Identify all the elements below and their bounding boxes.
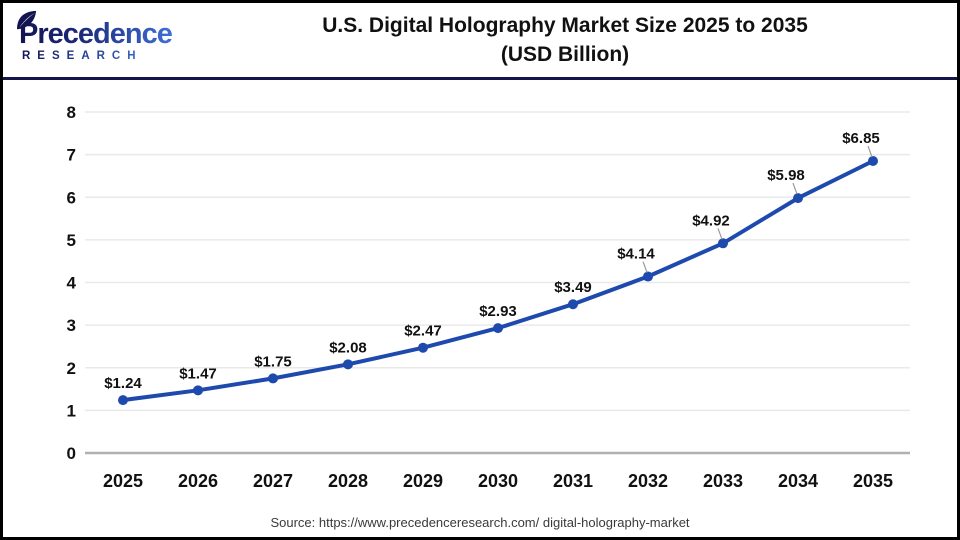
y-axis-tick-label: 0 <box>67 444 76 463</box>
data-point <box>418 342 428 353</box>
data-point <box>643 271 653 282</box>
x-axis-tick-label: 2035 <box>853 471 893 491</box>
y-axis-tick-label: 5 <box>67 231 76 250</box>
label-leader-line <box>792 182 798 195</box>
x-axis-tick-label: 2025 <box>103 471 143 491</box>
data-point <box>193 385 203 396</box>
x-axis-tick-label: 2034 <box>778 471 818 491</box>
x-axis-tick-label: 2026 <box>178 471 218 491</box>
x-axis-tick-label: 2027 <box>253 471 293 491</box>
precedence-research-logo: Precedence RESEARCH <box>3 10 173 62</box>
label-leader-line <box>642 261 648 273</box>
source-note: Source: https://www.precedenceresearch.c… <box>270 515 690 530</box>
data-point-label: $4.92 <box>692 212 730 229</box>
logo-brand-text: Precedence <box>19 17 173 50</box>
data-point <box>343 359 353 370</box>
data-point <box>793 193 803 204</box>
data-point-label: $1.24 <box>104 375 142 392</box>
data-point-label: $2.93 <box>479 303 517 320</box>
x-axis-tick-label: 2032 <box>628 471 668 491</box>
data-point-label: $1.47 <box>179 365 217 382</box>
line-chart: 0 1 2 3 4 5 6 7 8 2025 2026 2027 2028 2029 2030 2031 203… <box>67 103 910 491</box>
y-axis-tick-label: 7 <box>67 146 76 165</box>
y-axis-tick-label: 6 <box>67 188 76 207</box>
label-leader-line <box>717 228 723 240</box>
data-point-label: $2.08 <box>329 339 367 356</box>
logo-subtitle-text: RESEARCH <box>19 50 173 62</box>
y-axis-tick-label: 3 <box>67 316 76 335</box>
header: Precedence RESEARCH U.S. Digital Hologra… <box>3 3 957 80</box>
chart-title-line2: (USD Billion) <box>500 43 630 66</box>
data-point <box>718 238 728 249</box>
x-axis-tick-label: 2033 <box>703 471 743 491</box>
x-axis-tick-label: 2029 <box>403 471 443 491</box>
data-point-label: $1.75 <box>254 353 292 370</box>
data-point-label: $2.47 <box>404 323 442 340</box>
y-axis-tick-label: 4 <box>67 274 77 293</box>
data-point <box>118 395 128 406</box>
leaf-icon <box>17 10 37 29</box>
y-axis-tick-label: 8 <box>67 103 76 122</box>
data-point <box>868 156 878 167</box>
label-leader-line <box>867 145 873 158</box>
data-point <box>268 373 278 384</box>
data-point <box>493 323 503 334</box>
x-axis-tick-label: 2030 <box>478 471 518 491</box>
data-point-label: $4.14 <box>617 246 655 263</box>
data-point-label: $6.85 <box>842 130 880 147</box>
chart-title: U.S. Digital Holography Market Size 2025… <box>173 11 957 69</box>
chart-title-line1: U.S. Digital Holography Market Size 2025… <box>322 14 808 37</box>
x-axis-tick-label: 2028 <box>328 471 368 491</box>
data-point-label: $3.49 <box>554 279 592 296</box>
data-point-label: $5.98 <box>767 167 805 184</box>
x-axis-tick-label: 2031 <box>553 471 593 491</box>
data-point <box>568 299 578 310</box>
y-axis-tick-label: 1 <box>67 401 76 420</box>
y-axis-tick-label: 2 <box>67 359 76 378</box>
